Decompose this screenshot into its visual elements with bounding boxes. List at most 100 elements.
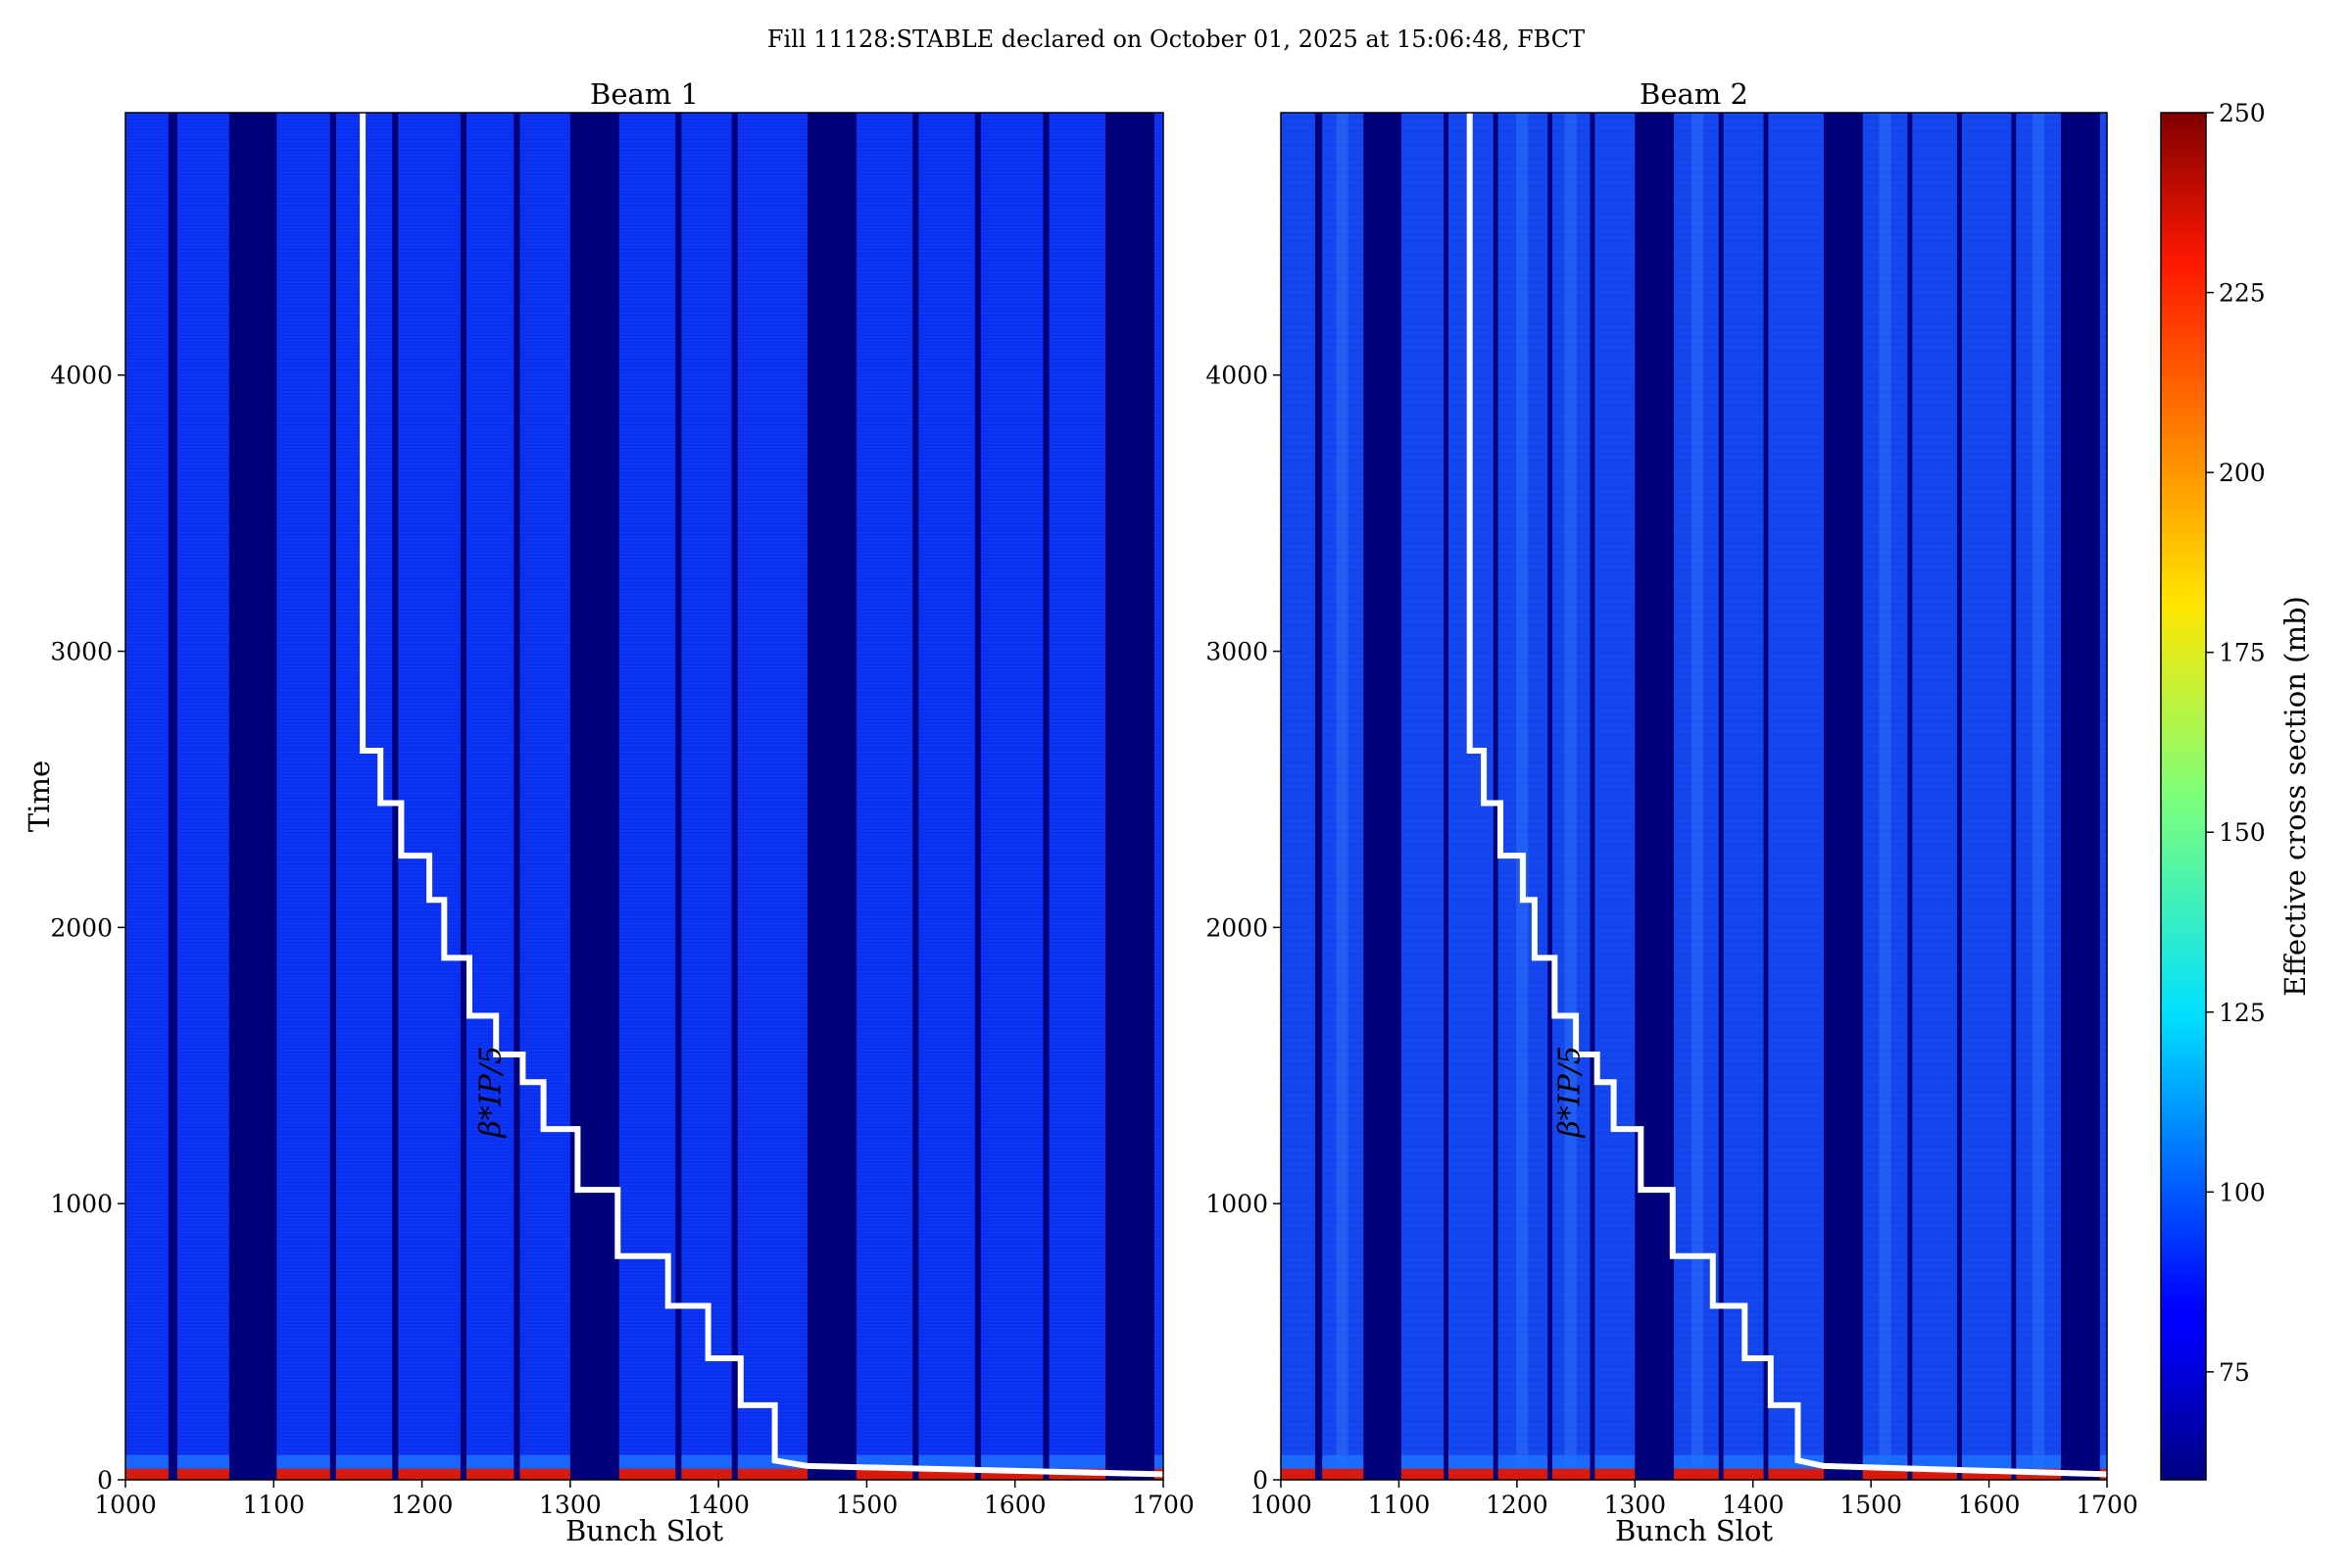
colorbar-ticks: 75 100 125 150 175 200 225 250 — [2206, 99, 2266, 1387]
empty-bunch-slot — [1907, 113, 1913, 1480]
beta-star-step-line — [1466, 113, 2108, 1478]
y-tick-label: 0 — [1252, 1466, 1268, 1494]
heatmap-texture — [1281, 113, 2107, 1480]
beam2-axes-frame — [1280, 112, 2108, 1481]
beam1-y-ticks: 0 1000 2000 3000 4000 — [50, 362, 125, 1494]
heatmap-texture — [125, 113, 1163, 1480]
beam1-panel: Beam 1 β*IP/5 1000 1100 1200 1300 1400 1500 16… — [23, 77, 1195, 1547]
beam1-axes-frame — [124, 112, 1164, 1481]
empty-bunch-slot — [1823, 113, 1863, 1480]
early-transition-band — [125, 1454, 1163, 1469]
x-tick-label: 1500 — [836, 1491, 899, 1519]
empty-bunch-slot — [1763, 113, 1769, 1480]
beam1-x-axis-label: Bunch Slot — [565, 1514, 723, 1547]
empty-bunch-slot — [675, 113, 682, 1480]
early-transition-band — [1281, 1454, 2107, 1469]
empty-bunch-slot — [974, 113, 981, 1480]
y-tick-label: 4000 — [50, 362, 113, 390]
empty-bunch-slot — [807, 113, 857, 1480]
x-tick-label: 1600 — [984, 1491, 1047, 1519]
y-tick-label: 2000 — [50, 913, 113, 942]
empty-bunch-slot — [514, 113, 520, 1480]
empty-bunch-slot — [2061, 113, 2100, 1480]
colorbar-tick-label: 75 — [2219, 1358, 2250, 1387]
beam2-x-ticks: 1000 1100 1200 1300 1400 1500 1600 1700 — [1250, 1480, 2138, 1519]
empty-bunch-slot — [1547, 113, 1552, 1480]
x-tick-label: 1100 — [242, 1491, 305, 1519]
empty-bunch-slot — [329, 113, 336, 1480]
beam2-heatmap — [1281, 113, 2107, 1480]
colorbar-tick-label: 100 — [2219, 1178, 2266, 1206]
empty-bunch-slot — [168, 113, 177, 1480]
beam1-y-axis-label: Time — [23, 760, 56, 832]
x-tick-label: 1200 — [1486, 1491, 1548, 1519]
beam2-title: Beam 2 — [1640, 77, 1748, 111]
bright-streak — [2033, 113, 2045, 1480]
x-tick-label: 1600 — [1958, 1491, 2021, 1519]
beam2-panel: Beam 2 β*IP/5 1000 1100 1200 1300 1400 1500 16… — [1205, 77, 2137, 1547]
empty-bunch-slot — [1104, 113, 1154, 1480]
x-tick-label: 1200 — [391, 1491, 454, 1519]
empty-bunch-slot — [1493, 113, 1498, 1480]
x-tick-label: 1000 — [94, 1491, 157, 1519]
beam1-title: Beam 1 — [590, 77, 699, 111]
x-tick-label: 1300 — [539, 1491, 602, 1519]
y-tick-label: 3000 — [1205, 638, 1268, 666]
beta-star-step-line — [360, 113, 1164, 1478]
colorbar-gradient — [2160, 112, 2207, 1481]
empty-bunch-slot — [1590, 113, 1595, 1480]
y-tick-label: 1000 — [50, 1190, 113, 1218]
empty-bunch-slot — [460, 113, 466, 1480]
beam2-x-axis-label: Bunch Slot — [1615, 1514, 1773, 1547]
colorbar-tick-label: 150 — [2219, 818, 2266, 847]
empty-bunch-slot — [1718, 113, 1724, 1480]
beam1-x-ticks: 1000 1100 1200 1300 1400 1500 1600 1700 — [94, 1480, 1195, 1519]
colorbar-tick-label: 125 — [2219, 999, 2266, 1027]
colorbar-label: Effective cross section (mb) — [2278, 596, 2312, 997]
empty-bunch-slot — [1444, 113, 1449, 1480]
beam1-heatmap — [125, 113, 1163, 1480]
x-tick-label: 1100 — [1368, 1491, 1431, 1519]
x-tick-label: 1000 — [1250, 1491, 1312, 1519]
empty-bunch-slot — [1635, 113, 1675, 1480]
empty-bunch-slot — [569, 113, 619, 1480]
initial-high-cross-section — [125, 1468, 1163, 1480]
colorbar-tick-label: 175 — [2219, 639, 2266, 667]
beam2-beta-line — [1466, 113, 2108, 1478]
y-tick-label: 4000 — [1205, 362, 1268, 390]
initial-high-cross-section — [1281, 1468, 2107, 1480]
beam2-beta-annotation: β*IP/5 — [1553, 1046, 1588, 1139]
colorbar-tick-label: 200 — [2219, 459, 2266, 487]
empty-bunch-slot — [1363, 113, 1401, 1480]
x-tick-label: 1700 — [1132, 1491, 1195, 1519]
x-tick-label: 1300 — [1603, 1491, 1666, 1519]
bright-streak — [1516, 113, 1529, 1480]
empty-bunch-slot — [392, 113, 399, 1480]
figure-suptitle: Fill 11128:STABLE declared on October 01… — [766, 25, 1586, 53]
beam1-beta-annotation: β*IP/5 — [474, 1046, 509, 1139]
beam2-y-ticks: 0 1000 2000 3000 4000 — [1205, 362, 1281, 1494]
empty-bunch-slot — [1043, 113, 1050, 1480]
y-tick-label: 2000 — [1205, 913, 1268, 942]
bright-streak — [1691, 113, 1704, 1480]
x-tick-label: 1700 — [2076, 1491, 2138, 1519]
empty-bunch-slot — [1957, 113, 1962, 1480]
empty-bunch-slot — [731, 113, 738, 1480]
x-tick-label: 1400 — [687, 1491, 750, 1519]
empty-bunch-slot — [1314, 113, 1323, 1480]
empty-bunch-slot — [228, 113, 277, 1480]
colorbar: 75 100 125 150 175 200 225 250 Effective cross … — [2160, 99, 2312, 1481]
y-tick-label: 0 — [97, 1466, 113, 1494]
bright-streak — [1564, 113, 1577, 1480]
empty-bunch-slot — [2011, 113, 2017, 1480]
y-tick-label: 3000 — [50, 638, 113, 666]
empty-bunch-slot — [912, 113, 919, 1480]
bright-streak — [1336, 113, 1348, 1480]
colorbar-tick-label: 250 — [2219, 99, 2266, 127]
x-tick-label: 1400 — [1722, 1491, 1785, 1519]
colorbar-tick-label: 225 — [2219, 279, 2266, 308]
x-tick-label: 1500 — [1839, 1491, 1902, 1519]
beam1-beta-line — [360, 113, 1164, 1478]
bright-streak — [1879, 113, 1891, 1480]
